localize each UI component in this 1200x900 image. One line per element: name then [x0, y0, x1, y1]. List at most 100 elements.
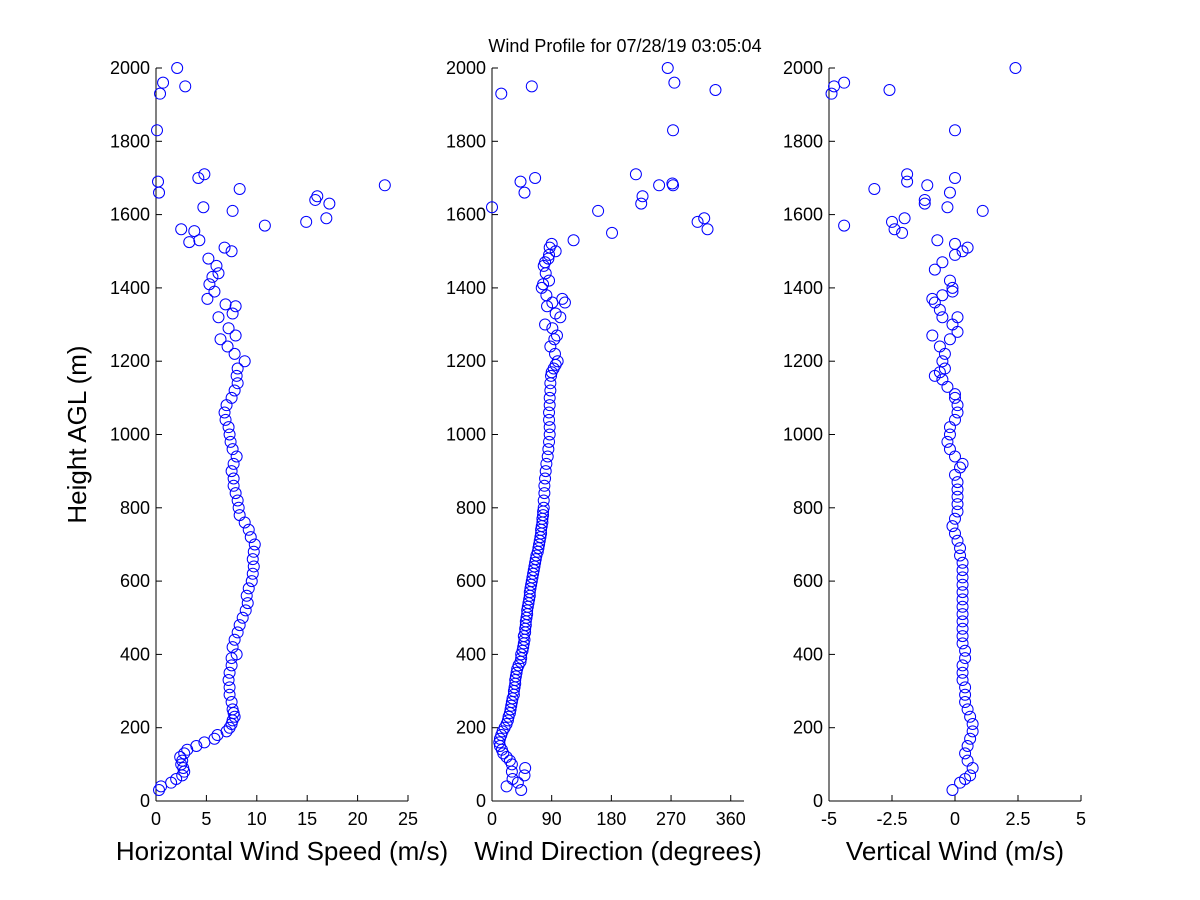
vw-data-point: [933, 303, 946, 316]
hws-x-tick-label: 10: [247, 809, 267, 829]
dir-data-point: [509, 670, 522, 683]
vw-data-point: [954, 542, 967, 555]
vw-data-point: [951, 490, 964, 503]
dir-data-point: [567, 234, 580, 247]
vw-data-point: [938, 347, 951, 360]
hws-y-tick-label: 600: [120, 571, 150, 591]
dir-data-point: [543, 399, 556, 412]
vw-data-point: [938, 362, 951, 375]
vw-data-point: [954, 461, 967, 474]
hws-data-point: [223, 428, 236, 441]
vw-data-point: [951, 505, 964, 518]
dir-data-point: [543, 391, 556, 404]
vw-data-point: [959, 696, 972, 709]
dir-data-point: [629, 168, 642, 181]
hws-data-point: [226, 703, 239, 716]
hws-data-point: [193, 234, 206, 247]
dir-data-point: [666, 177, 679, 190]
vw-data-point: [951, 476, 964, 489]
hws-data-point: [227, 457, 240, 470]
dir-data-point: [486, 201, 498, 214]
vw-data-point: [943, 333, 956, 346]
vw-y-tick-label: 1400: [783, 278, 823, 298]
vw-y-tick-label: 1200: [783, 351, 823, 371]
hws-data-point: [247, 560, 260, 573]
vw-data-point: [936, 289, 949, 302]
hws-data-point: [242, 523, 255, 536]
hws-y-tick-label: 0: [140, 791, 150, 811]
dir-data-point: [525, 80, 538, 93]
dir-data-point: [545, 369, 558, 382]
vw-data-point: [943, 421, 956, 434]
hws-data-point: [221, 340, 234, 353]
hws-data-point: [225, 465, 238, 478]
dir-x-tick-label: 270: [656, 809, 686, 829]
vw-data-point: [936, 256, 949, 269]
dir-data-point: [543, 274, 556, 287]
vw-data-point: [943, 443, 956, 456]
vw-data-point: [918, 193, 931, 206]
dir-data-point: [537, 501, 550, 514]
hws-data-point: [227, 479, 240, 492]
dir-data-point: [539, 472, 552, 485]
dir-data-point: [529, 553, 542, 566]
hws-data-point: [218, 406, 231, 419]
hws-data-point: [198, 168, 211, 181]
hws-data-point: [246, 567, 259, 580]
hws-data-point: [157, 76, 170, 89]
hws-data-point: [233, 509, 246, 522]
dir-y-tick-label: 2000: [446, 58, 486, 78]
dir-data-point: [667, 124, 680, 137]
hws-data-point: [223, 666, 236, 679]
dir-data-point: [544, 384, 557, 397]
dir-data-point: [549, 347, 561, 360]
hws-data-point: [228, 710, 241, 723]
hws-data-point: [225, 391, 238, 404]
hws-data-point: [222, 322, 235, 335]
hws-data-point: [208, 732, 221, 745]
hws-data-point: [208, 285, 221, 298]
hws-data-point: [183, 236, 196, 249]
hws-data-point: [227, 707, 240, 720]
vw-data-point: [959, 747, 972, 760]
hws-y-tick-label: 1200: [110, 351, 150, 371]
vw-data-point: [936, 311, 949, 324]
vw-x-tick-label: -2.5: [876, 809, 907, 829]
dir-data-point: [556, 292, 569, 305]
dir-y-tick-label: 200: [456, 718, 486, 738]
dir-data-point: [529, 171, 542, 184]
dir-y-tick-label: 400: [456, 644, 486, 664]
dir-data-point: [500, 780, 513, 793]
hws-data-point: [231, 626, 244, 639]
hws-data-point: [214, 333, 227, 346]
dir-x-tick-label: 360: [716, 809, 746, 829]
hws-y-tick-label: 1000: [110, 425, 150, 445]
hws-data-point: [220, 399, 233, 412]
vw-data-point: [943, 186, 956, 199]
dir-data-point: [691, 215, 704, 228]
hws-x-tick-label: 15: [297, 809, 317, 829]
hws-data-point: [225, 659, 238, 672]
hws-data-point: [153, 186, 166, 199]
hws-data-point: [231, 494, 244, 507]
hws-data-point: [236, 611, 249, 624]
hws-data-point: [171, 62, 184, 74]
hws-data-point: [233, 182, 246, 195]
dir-data-point: [519, 762, 532, 775]
dir-data-point: [543, 428, 556, 441]
hws-data-point: [202, 252, 215, 265]
vw-y-tick-label: 800: [793, 498, 823, 518]
vw-data-point: [949, 512, 961, 525]
vw-data-point: [964, 769, 977, 782]
hws-data-point: [246, 553, 259, 566]
dir-data-point: [537, 509, 550, 522]
hws-data-point: [228, 347, 241, 360]
vw-data-point: [951, 534, 964, 547]
vw-data-point: [961, 703, 974, 716]
hws-data-point: [190, 740, 203, 753]
vw-data-point: [951, 311, 964, 324]
vw-data-point: [928, 263, 941, 276]
vw-data-point: [956, 608, 969, 621]
dir-data-point: [503, 754, 516, 767]
vw-data-point: [949, 237, 961, 250]
